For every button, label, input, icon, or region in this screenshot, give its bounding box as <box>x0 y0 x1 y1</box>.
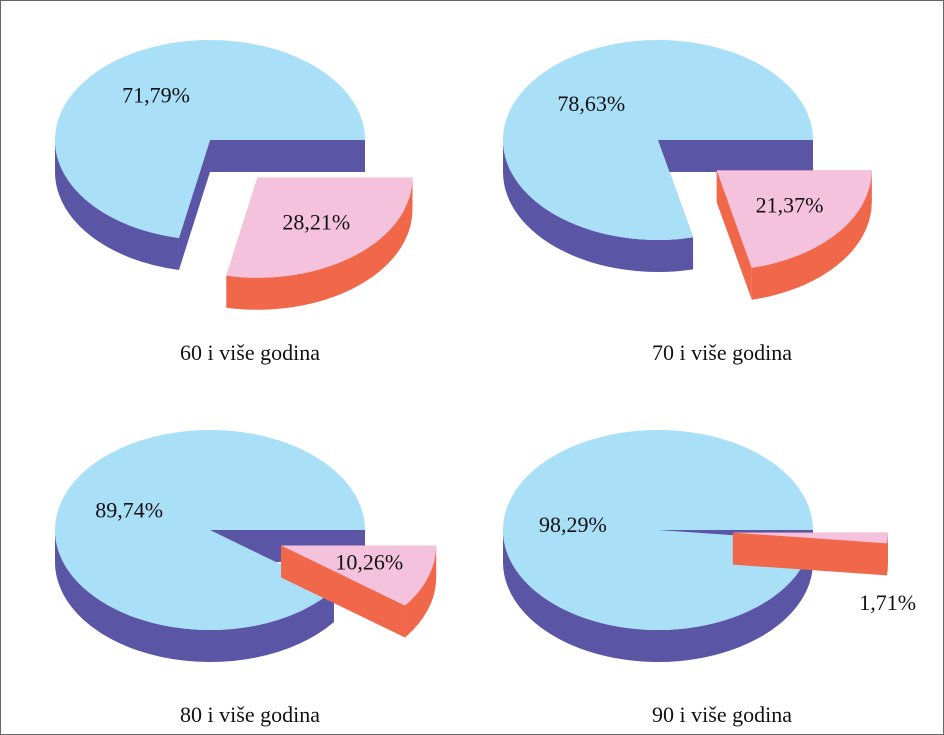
slice-side <box>503 530 813 662</box>
value-label: 1,71% <box>859 590 916 615</box>
slice-side <box>226 177 413 310</box>
slice <box>54 429 365 630</box>
slice <box>226 177 413 278</box>
slice <box>54 39 365 238</box>
value-label: 28,21% <box>282 209 350 234</box>
slice-cut <box>178 140 210 270</box>
slice <box>502 430 813 630</box>
slice <box>281 545 437 606</box>
value-label: 71,79% <box>122 82 190 107</box>
pie-title: 70 i više godina <box>652 340 792 365</box>
value-label: 10,26% <box>335 549 403 574</box>
pie-title: 90 i više godina <box>652 702 792 727</box>
slice <box>502 39 813 241</box>
slice-cut <box>716 170 752 300</box>
value-label: 78,63% <box>557 91 625 116</box>
value-label: 89,74% <box>95 498 163 523</box>
pie-title: 60 i više godina <box>180 340 320 365</box>
slice-side <box>55 530 334 662</box>
value-label: 98,29% <box>539 512 607 537</box>
slice <box>732 532 888 544</box>
value-label: 21,37% <box>756 193 824 218</box>
slice-side <box>751 170 872 300</box>
slice-side <box>405 545 437 638</box>
slice-side <box>886 532 888 576</box>
slice-side <box>503 140 694 273</box>
pie-title: 80 i više godina <box>180 702 320 727</box>
slice-cut <box>210 140 365 172</box>
slice-cut <box>658 140 813 172</box>
slice <box>716 170 872 268</box>
slice-side <box>55 140 179 270</box>
